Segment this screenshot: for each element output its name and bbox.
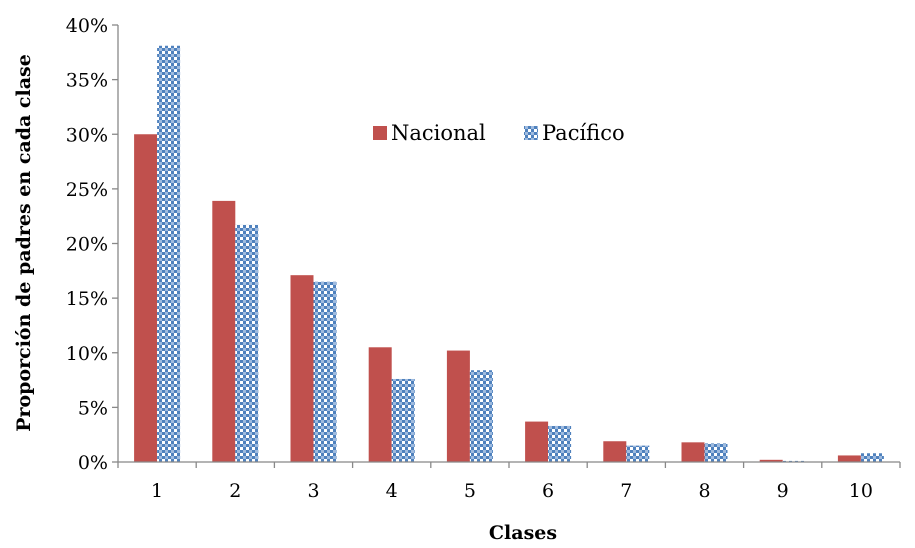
- x-tick-label: 10: [849, 480, 873, 502]
- y-tick-label: 40%: [66, 15, 108, 37]
- legend-label-nacional: Nacional: [391, 121, 486, 145]
- y-tick-label: 5%: [78, 397, 108, 419]
- x-tick-label: 2: [229, 480, 241, 502]
- bar-nacional-8: [681, 442, 705, 462]
- bar-nacional-3: [290, 275, 314, 462]
- x-axis-ticks: 1 2 3 4 5 6 7 8 9 10: [117, 462, 901, 502]
- bar-pacifico-4: [391, 378, 415, 462]
- bar-nacional-5: [446, 350, 470, 462]
- legend: Nacional Pacífico: [373, 121, 625, 145]
- y-tick-label: 0%: [78, 452, 108, 474]
- bar-nacional-10: [837, 455, 861, 462]
- bar-pacifico-6: [548, 425, 572, 462]
- bar-nacional-2: [212, 200, 236, 462]
- x-tick-label: 7: [620, 480, 632, 502]
- x-tick-label: 4: [386, 480, 398, 502]
- bar-pacifico-3: [313, 281, 337, 462]
- bar-pacifico-10: [860, 453, 884, 462]
- y-axis-ticks: 0% 5% 10% 15% 20% 25% 30% 35% 40%: [66, 15, 118, 474]
- x-tick-label: 6: [542, 480, 554, 502]
- y-tick-label: 15%: [66, 288, 108, 310]
- bar-pacifico-7: [626, 445, 650, 462]
- y-tick-label: 10%: [66, 343, 108, 365]
- bars: [134, 45, 884, 462]
- x-tick-label: 3: [307, 480, 319, 502]
- bar-nacional-1: [134, 134, 158, 462]
- bar-pacifico-1: [157, 45, 181, 462]
- y-axis-title: Proporción de padres en cada clase: [13, 54, 35, 432]
- x-tick-label: 5: [464, 480, 476, 502]
- x-axis-title: Clases: [489, 522, 557, 544]
- x-tick-label: 8: [698, 480, 710, 502]
- legend-label-pacifico: Pacífico: [542, 121, 625, 145]
- y-tick-label: 25%: [66, 179, 108, 201]
- x-tick-label: 9: [777, 480, 789, 502]
- y-tick-label: 30%: [66, 124, 108, 146]
- legend-swatch-pacifico: [524, 126, 538, 140]
- bar-nacional-9: [759, 459, 783, 462]
- y-tick-label: 35%: [66, 70, 108, 92]
- bar-pacifico-2: [235, 224, 259, 462]
- x-tick-label: 1: [151, 480, 163, 502]
- bar-nacional-7: [603, 441, 627, 462]
- bar-nacional-6: [525, 421, 549, 462]
- y-tick-label: 20%: [66, 234, 108, 256]
- bar-pacifico-5: [469, 370, 493, 462]
- bar-nacional-4: [368, 347, 392, 462]
- bar-pacifico-8: [704, 443, 728, 462]
- legend-swatch-nacional: [373, 126, 387, 140]
